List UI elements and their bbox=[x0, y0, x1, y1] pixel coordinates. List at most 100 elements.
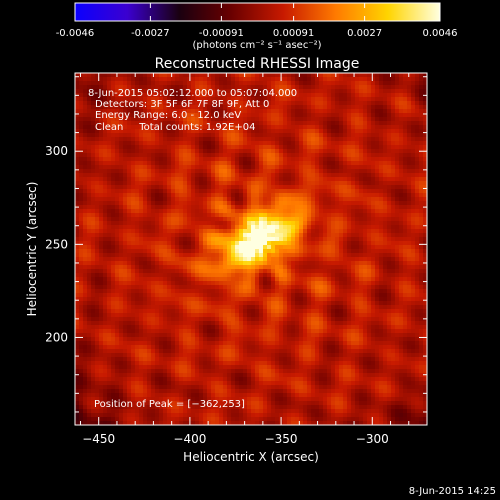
heatmap-cell bbox=[107, 217, 112, 222]
heatmap-cell bbox=[275, 149, 280, 154]
heatmap-cell bbox=[99, 117, 104, 122]
heatmap-cell bbox=[203, 73, 208, 78]
heatmap-cell bbox=[299, 229, 304, 234]
heatmap-cell bbox=[115, 153, 120, 158]
heatmap-cell bbox=[287, 213, 292, 218]
heatmap-cell bbox=[307, 213, 312, 218]
heatmap-cell bbox=[399, 285, 404, 290]
heatmap-cell bbox=[423, 249, 427, 254]
heatmap-cell bbox=[355, 213, 360, 218]
heatmap-cell bbox=[147, 229, 152, 234]
heatmap-cell bbox=[343, 109, 348, 114]
heatmap-cell bbox=[331, 101, 336, 106]
heatmap-cell bbox=[375, 149, 380, 154]
heatmap-cell bbox=[75, 281, 80, 286]
heatmap-cell bbox=[351, 221, 356, 226]
heatmap-cell bbox=[371, 81, 376, 86]
heatmap-cell bbox=[319, 173, 324, 178]
heatmap-cell bbox=[171, 113, 176, 118]
heatmap-cell bbox=[219, 197, 224, 202]
heatmap-cell bbox=[355, 265, 360, 270]
heatmap-cell bbox=[123, 285, 128, 290]
heatmap-cell bbox=[99, 153, 104, 158]
heatmap-cell bbox=[295, 285, 300, 290]
heatmap-cell bbox=[87, 273, 92, 278]
heatmap-cell bbox=[119, 85, 124, 90]
heatmap-cell bbox=[187, 217, 192, 222]
heatmap-cell bbox=[343, 121, 348, 126]
heatmap-cell bbox=[163, 173, 168, 178]
heatmap-cell bbox=[387, 113, 392, 118]
heatmap-cell bbox=[191, 297, 196, 302]
heatmap-cell bbox=[271, 129, 276, 134]
heatmap-cell bbox=[175, 189, 180, 194]
heatmap-cell bbox=[323, 221, 328, 226]
heatmap-cell bbox=[127, 113, 132, 118]
heatmap-cell bbox=[115, 81, 120, 86]
heatmap-cell bbox=[259, 293, 264, 298]
heatmap-cell bbox=[387, 273, 392, 278]
heatmap-cell bbox=[411, 189, 416, 194]
heatmap-cell bbox=[151, 197, 156, 202]
heatmap-cell bbox=[199, 197, 204, 202]
heatmap-cell bbox=[267, 253, 272, 258]
heatmap-cell bbox=[203, 241, 208, 246]
heatmap-cell bbox=[203, 177, 208, 182]
heatmap-cell bbox=[387, 293, 392, 298]
heatmap-cell bbox=[191, 281, 196, 286]
heatmap-cell bbox=[355, 89, 360, 94]
heatmap-cell bbox=[303, 241, 308, 246]
heatmap-cell bbox=[123, 269, 128, 274]
heatmap-cell bbox=[171, 193, 176, 198]
heatmap-cell bbox=[359, 77, 364, 82]
heatmap-cell bbox=[139, 189, 144, 194]
heatmap-cell bbox=[167, 105, 172, 110]
heatmap-cell bbox=[107, 197, 112, 202]
heatmap-cell bbox=[299, 101, 304, 106]
heatmap-cell bbox=[227, 185, 232, 190]
heatmap-cell bbox=[335, 157, 340, 162]
heatmap-cell bbox=[95, 209, 100, 214]
heatmap-cell bbox=[259, 225, 264, 230]
heatmap-cell bbox=[363, 181, 368, 186]
heatmap-cell bbox=[403, 285, 408, 290]
heatmap-cell bbox=[295, 217, 300, 222]
heatmap-cell bbox=[263, 189, 268, 194]
heatmap-cell bbox=[271, 273, 276, 278]
heatmap-cell bbox=[255, 257, 260, 262]
heatmap-cell bbox=[247, 149, 252, 154]
heatmap-cell bbox=[303, 293, 308, 298]
heatmap-cell bbox=[247, 189, 252, 194]
heatmap-cell bbox=[319, 265, 324, 270]
heatmap-cell bbox=[215, 197, 220, 202]
heatmap-cell bbox=[139, 105, 144, 110]
heatmap-cell bbox=[119, 153, 124, 158]
heatmap-cell bbox=[287, 133, 292, 138]
heatmap-cell bbox=[223, 173, 228, 178]
heatmap-cell bbox=[123, 165, 128, 170]
heatmap-cell bbox=[163, 117, 168, 122]
heatmap-cell bbox=[111, 109, 116, 114]
heatmap-cell bbox=[175, 141, 180, 146]
heatmap-cell bbox=[407, 81, 412, 86]
heatmap-cell bbox=[279, 217, 284, 222]
heatmap-cell bbox=[419, 85, 424, 90]
heatmap-cell bbox=[111, 117, 116, 122]
heatmap-cell bbox=[163, 213, 168, 218]
heatmap-cell bbox=[407, 97, 412, 102]
heatmap-cell bbox=[335, 133, 340, 138]
heatmap-cell bbox=[231, 213, 236, 218]
heatmap-cell bbox=[303, 193, 308, 198]
heatmap-cell bbox=[291, 153, 296, 158]
heatmap-cell bbox=[175, 181, 180, 186]
heatmap-cell bbox=[355, 229, 360, 234]
heatmap-cell bbox=[115, 273, 120, 278]
heatmap-cell bbox=[127, 269, 132, 274]
heatmap-cell bbox=[323, 197, 328, 202]
heatmap-cell bbox=[379, 217, 384, 222]
heatmap-cell bbox=[311, 133, 316, 138]
heatmap-cell bbox=[159, 229, 164, 234]
heatmap-cell bbox=[215, 129, 220, 134]
heatmap-cell bbox=[231, 245, 236, 250]
heatmap-cell bbox=[159, 197, 164, 202]
